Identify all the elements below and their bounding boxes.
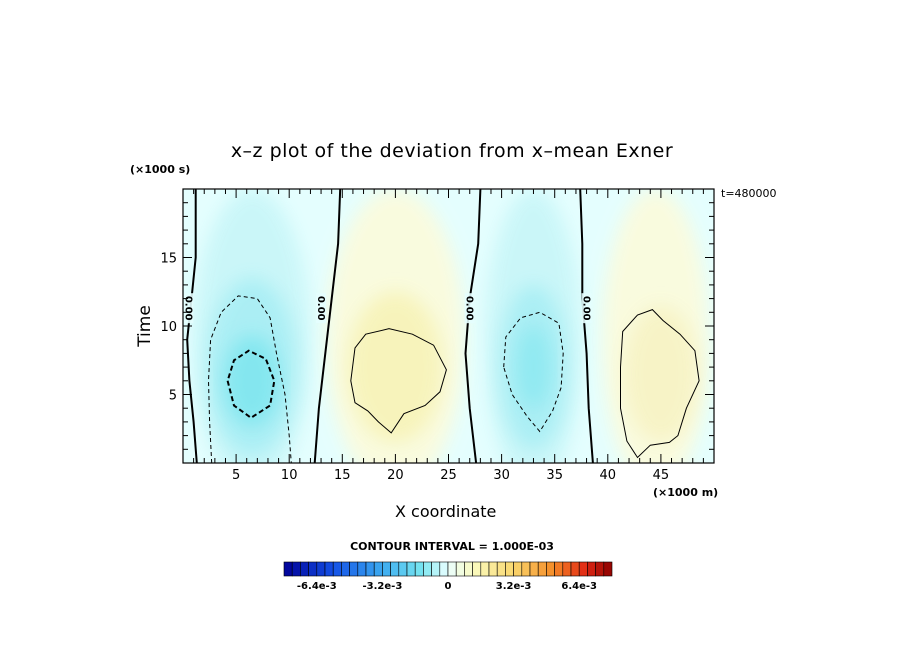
- colorbar-ticks: -6.4e-3 -3.2e-3 0 3.2e-3 6.4e-3: [297, 581, 597, 592]
- colorbar-cell: [365, 561, 375, 577]
- colorbar-cell: [341, 561, 350, 577]
- colorbar-cell: [554, 561, 564, 577]
- contour-label-bg: [464, 293, 475, 324]
- colorbar-cell: [537, 561, 547, 577]
- chart-title: x–z plot of the deviation from x–mean Ex…: [230, 140, 674, 162]
- colorbar-cell: [332, 561, 342, 577]
- colorbar-cell: [439, 561, 449, 577]
- x-axis-label: X coordinate: [395, 502, 497, 521]
- colorbar-cell: [414, 561, 424, 577]
- colorbar-tick-label: 0: [445, 581, 452, 592]
- colorbar: [283, 561, 613, 577]
- colorbar-cell: [513, 561, 523, 577]
- zero-contour: [313, 189, 342, 463]
- time-stamp: t=480000: [721, 187, 777, 200]
- colorbar-cell: [308, 561, 318, 577]
- colorbar-cell: [578, 561, 588, 577]
- zero-contour: [579, 189, 594, 463]
- field-blob: [516, 326, 551, 409]
- colorbar-tick-label: -6.4e-3: [297, 581, 337, 592]
- contour-label: 0.00: [464, 296, 475, 321]
- field-blob: [224, 335, 280, 427]
- colorbar-cell: [406, 561, 416, 577]
- contour-labels: 0.00 0.00 0.00 0.00: [182, 293, 592, 324]
- positive-contour-left: [350, 328, 447, 434]
- colorbar-cell: [480, 561, 490, 577]
- contour-label-bg: [316, 293, 327, 324]
- colorbar-cell: [373, 561, 383, 577]
- colorbar-cell: [587, 561, 596, 577]
- colorbar-cell: [455, 561, 465, 577]
- shaded-field: [183, 189, 714, 463]
- y-tick-label: 15: [160, 252, 177, 267]
- contour-label: 0.00: [182, 296, 193, 321]
- colorbar-cell: [505, 561, 514, 577]
- colorbar-cell: [546, 561, 555, 577]
- x-tick-label: 35: [546, 468, 563, 483]
- colorbar-cell: [595, 561, 605, 577]
- y-axis-ticks: 5 10 15: [160, 202, 714, 450]
- colorbar-cell: [382, 561, 391, 577]
- x-axis-ticks: 5 10 15 20 25 30 35 40 45: [193, 189, 704, 483]
- y-tick-label: 5: [169, 389, 177, 404]
- x-tick-label: 10: [281, 468, 298, 483]
- negative-contour-right: [503, 311, 564, 433]
- colorbar-cell: [570, 561, 580, 577]
- contour-label: 0.00: [315, 296, 326, 321]
- contour-interval-label: CONTOUR INTERVAL = 1.000E-03: [350, 540, 554, 553]
- x-axis-unit: (×1000 m): [653, 486, 719, 499]
- contour-label-bg: [183, 293, 194, 324]
- colorbar-cell: [291, 561, 301, 577]
- field-blob: [623, 305, 699, 443]
- colorbar-cell: [464, 561, 473, 577]
- colorbar-cell: [283, 561, 293, 577]
- colorbar-cell: [316, 561, 326, 577]
- x-tick-label: 5: [232, 468, 240, 483]
- colorbar-cell: [562, 561, 572, 577]
- colorbar-cell: [324, 561, 334, 577]
- colorbar-tick-label: 3.2e-3: [496, 581, 532, 592]
- zero-contour: [464, 189, 482, 463]
- colorbar-tick-label: -3.2e-3: [363, 581, 403, 592]
- x-tick-label: 30: [493, 468, 510, 483]
- colorbar-cell: [423, 561, 432, 577]
- colorbar-cell: [390, 561, 400, 577]
- colorbar-cell: [472, 561, 482, 577]
- colorbar-cell: [496, 561, 506, 577]
- y-tick-label: 10: [160, 320, 177, 335]
- negative-contour-inner: [226, 349, 276, 420]
- contour-label-bg: [581, 293, 592, 324]
- negative-contour-outer: [207, 295, 292, 463]
- colorbar-cell: [521, 561, 531, 577]
- positive-contour-right: [620, 309, 700, 459]
- field-blob: [347, 291, 444, 443]
- x-tick-label: 15: [334, 468, 351, 483]
- colorbar-cell: [488, 561, 498, 577]
- colorbar-cell: [349, 561, 359, 577]
- colorbar-cell: [431, 561, 441, 577]
- colorbar-cell: [447, 561, 457, 577]
- x-tick-label: 25: [440, 468, 457, 483]
- x-tick-label: 20: [387, 468, 404, 483]
- colorbar-cell: [529, 561, 539, 577]
- contour-label: 0.00: [581, 296, 592, 321]
- y-axis-unit: (×1000 s): [130, 163, 191, 176]
- colorbar-tick-label: 6.4e-3: [561, 581, 597, 592]
- colorbar-cell: [300, 561, 309, 577]
- y-axis-label: Time: [134, 305, 155, 347]
- colorbar-cell: [357, 561, 367, 577]
- colorbar-cell: [398, 561, 408, 577]
- x-tick-label: 45: [653, 468, 670, 483]
- x-tick-label: 40: [600, 468, 617, 483]
- colorbar-cell: [603, 561, 613, 577]
